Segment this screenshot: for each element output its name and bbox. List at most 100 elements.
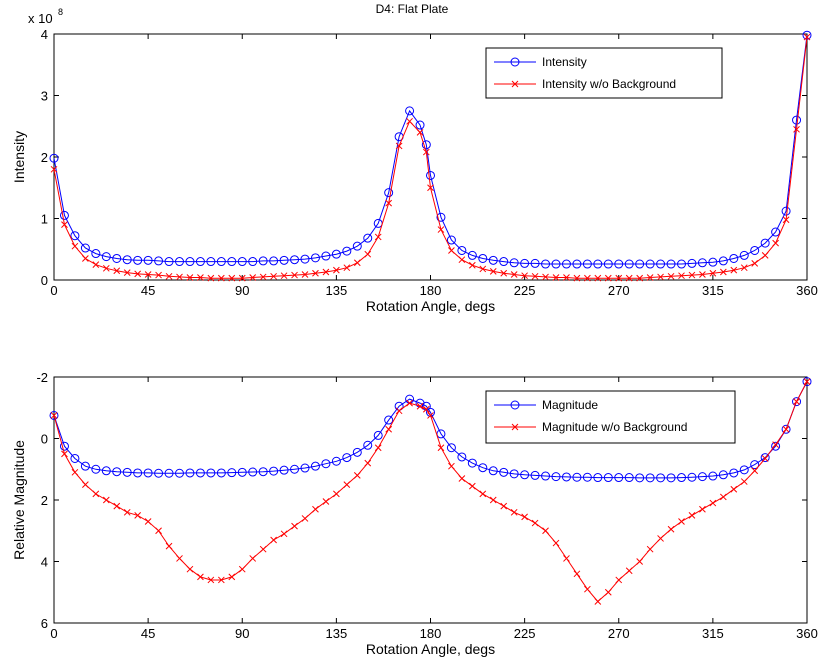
data-point (300, 463, 310, 473)
data-point (636, 274, 644, 282)
x-tick-label: 360 (796, 283, 818, 298)
data-point (249, 555, 257, 562)
data-point (678, 272, 685, 280)
magnitude-panel: 0 45 90 135 180 225 270 315 360 -2 0 2 4 6 Rotation An… (11, 370, 818, 657)
data-point (331, 456, 341, 466)
data-point (697, 472, 707, 482)
data-point (739, 465, 749, 475)
data-point (176, 555, 183, 562)
data-point (197, 573, 204, 581)
data-point (584, 585, 591, 593)
data-point (164, 257, 174, 267)
legend-box (485, 390, 736, 444)
data-point (624, 473, 634, 483)
y-tick-label: 6 (41, 616, 48, 631)
data-point (80, 243, 90, 253)
data-point (729, 468, 739, 478)
legend-marker (510, 400, 520, 410)
data-point (155, 527, 162, 535)
y-tick-label: 4 (41, 555, 48, 570)
data-point (123, 269, 131, 276)
data-point (729, 253, 739, 263)
legend-label: Intensity (542, 55, 587, 69)
data-point (71, 468, 79, 476)
data-point (666, 259, 676, 269)
data-point (572, 472, 582, 482)
data-point (541, 259, 551, 269)
data-point (280, 530, 288, 538)
data-point (343, 481, 351, 488)
data-point (422, 148, 430, 156)
data-point (718, 256, 728, 266)
data-point (667, 272, 675, 280)
data-point (594, 274, 602, 282)
data-point (510, 271, 518, 278)
data-point (353, 472, 361, 479)
data-point (144, 518, 152, 525)
data-point (143, 468, 153, 478)
data-point (80, 461, 90, 471)
data-point (542, 273, 549, 281)
data-point (740, 264, 748, 272)
data-point (342, 246, 352, 256)
data-point (478, 253, 488, 263)
data-point (185, 257, 195, 267)
y-tick-label: 4 (41, 27, 48, 42)
data-point (541, 471, 551, 481)
data-point (70, 231, 80, 241)
data-point (520, 470, 530, 480)
data-point (237, 467, 247, 477)
data-point (186, 565, 194, 573)
data-point (154, 468, 164, 478)
data-point (489, 268, 497, 275)
data-point (782, 425, 790, 433)
data-point (436, 212, 446, 222)
data-point (101, 252, 111, 262)
y-tick-label: 1 (41, 212, 48, 227)
data-point (739, 250, 749, 260)
data-point (666, 473, 676, 483)
data-point (133, 468, 143, 478)
data-point (207, 576, 215, 584)
data-point (760, 453, 770, 463)
data-point (446, 443, 456, 453)
data-point (50, 412, 58, 419)
data-point (112, 467, 122, 477)
data-point (563, 555, 570, 562)
data-point (740, 478, 748, 485)
x-tick-label: 135 (326, 626, 348, 641)
data-point (781, 424, 791, 434)
data-point (803, 33, 811, 41)
x-tick-label: 90 (235, 283, 249, 298)
data-point (688, 512, 696, 519)
x-axis-label: Rotation Angle, degs (366, 298, 495, 314)
data-point (772, 239, 779, 247)
data-point (164, 468, 174, 478)
data-point (92, 261, 100, 268)
data-point (197, 274, 204, 281)
x-tick-label: 270 (608, 283, 630, 298)
data-point (509, 469, 519, 479)
data-point (530, 258, 540, 268)
data-point (552, 539, 560, 547)
data-point (615, 274, 623, 282)
data-point (112, 253, 122, 263)
data-point (656, 473, 666, 483)
data-point (645, 473, 655, 483)
data-point (175, 468, 184, 478)
data-point (488, 466, 498, 476)
data-point (792, 397, 802, 407)
data-point (165, 272, 173, 280)
data-point (781, 206, 791, 216)
data-point (269, 466, 279, 476)
data-point (656, 259, 666, 269)
x-tick-label: 180 (420, 283, 442, 298)
data-point (91, 464, 101, 474)
data-point (155, 271, 162, 279)
data-point (61, 450, 68, 458)
data-point (279, 255, 289, 265)
data-point (437, 226, 445, 233)
data-point (342, 453, 352, 463)
data-point (448, 462, 455, 470)
data-point (771, 227, 781, 237)
